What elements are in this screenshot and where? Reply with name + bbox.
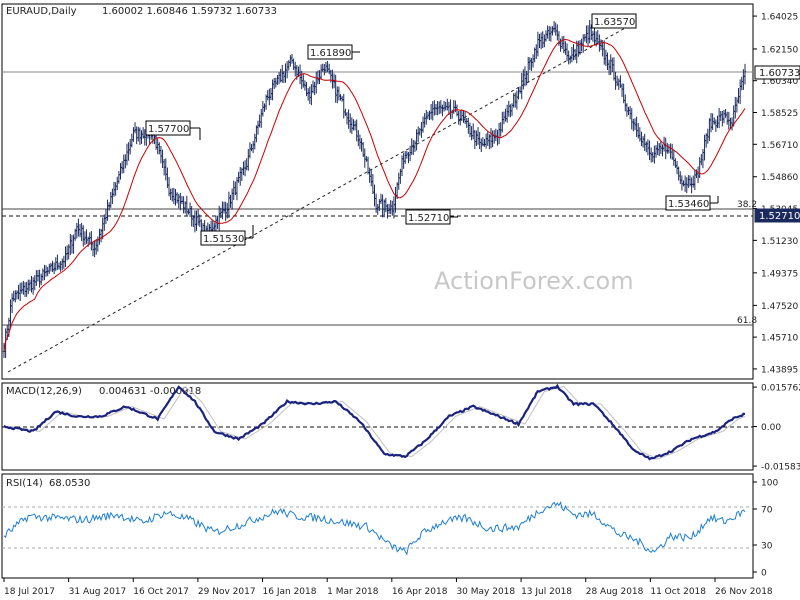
- annotation-1-52710: 1.52710: [405, 209, 458, 225]
- x-tick-label: 16 Oct 2017: [133, 587, 189, 597]
- annotation-label: 1.51530: [203, 234, 244, 245]
- x-tick-label: 16 Apr 2018: [392, 587, 448, 597]
- annotation-1-63570: 1.63570: [591, 13, 637, 29]
- macd-axis: 0.015762 0.00 -0.015834: [753, 384, 800, 473]
- symbol-label: EURAUD,Daily: [6, 6, 77, 17]
- price-tick-label: 1.47520: [761, 302, 798, 312]
- x-tick-label: 31 Aug 2017: [69, 587, 127, 597]
- price-tick-label: 1.43895: [761, 365, 798, 375]
- price-tick-label: 1.49375: [761, 269, 798, 279]
- price-tick-label: 1.56710: [761, 141, 798, 151]
- x-tick-label: 1 Mar 2018: [327, 587, 379, 597]
- price-tick-label: 1.45710: [761, 334, 798, 344]
- x-tick-label: 30 May 2018: [456, 587, 515, 597]
- rsi-title: RSI(14): [6, 478, 43, 489]
- fib-61-label: 61.8: [737, 316, 757, 326]
- rsi-panel-frame: [1, 473, 754, 579]
- annotation-1-57700: 1.57700: [145, 120, 201, 140]
- x-tick-label: 11 Oct 2018: [650, 587, 706, 597]
- ohlc-values: 1.60002 1.60846 1.59732 1.60733: [102, 6, 277, 17]
- price-tick-label: 1.54860: [761, 173, 798, 183]
- x-axis: 18 Jul 2017 31 Aug 2017 16 Oct 2017 29 Nov …: [3, 578, 773, 597]
- rsi-line: [3, 501, 746, 556]
- macd-values: 0.004631 -0.000918: [99, 386, 201, 397]
- rsi-tick-label: 100: [761, 479, 778, 489]
- rsi-tick-label: 0: [761, 569, 767, 579]
- x-tick-label: 26 Nov 2018: [715, 587, 773, 597]
- moving-average-line: [3, 38, 746, 352]
- current-price-label: 1.60733: [759, 68, 800, 79]
- price-bar: [743, 63, 747, 85]
- price-tick-label: 1.51230: [761, 237, 798, 247]
- price-bars: [2, 19, 747, 359]
- annotation-1-51530: 1.51530: [200, 225, 254, 246]
- macd-line: [3, 383, 746, 461]
- macd-tick-label: -0.015834: [761, 463, 800, 473]
- support-price-tag: 1.52710: [754, 208, 800, 223]
- annotation-1-61890: 1.61890: [307, 44, 360, 60]
- rsi-tick-label: 70: [761, 506, 773, 516]
- x-tick-label: 18 Jul 2017: [4, 587, 55, 597]
- rsi-axis: 100 70 30 0: [753, 479, 778, 579]
- macd-tick-label: 0.015762: [761, 384, 800, 394]
- x-tick-label: 29 Nov 2017: [198, 587, 256, 597]
- annotation-label: 1.53460: [668, 199, 709, 210]
- x-tick-label: 13 Jul 2018: [521, 587, 572, 597]
- rsi-value: 68.0530: [49, 478, 90, 489]
- annotation-label: 1.57700: [148, 124, 189, 135]
- price-tick-label: 1.62150: [761, 45, 798, 55]
- price-tick-label: 1.64025: [761, 13, 798, 23]
- annotation-1-53460: 1.53460: [665, 195, 719, 211]
- price-tick-label: 1.60340: [761, 77, 798, 87]
- fib-38-label: 38.2: [737, 200, 757, 210]
- price-tick-label: 1.58525: [761, 109, 798, 119]
- watermark: ActionForex.com: [434, 267, 634, 295]
- annotation-label: 1.61890: [310, 48, 351, 59]
- support-price-label: 1.52710: [759, 211, 800, 222]
- price-panel-frame: [1, 3, 754, 380]
- macd-tick-label: 0.00: [761, 423, 781, 433]
- rsi-tick-label: 30: [761, 542, 773, 552]
- annotation-label: 1.52710: [408, 213, 449, 224]
- x-tick-label: 16 Jan 2018: [263, 587, 317, 597]
- current-price-tag: 1.60733: [754, 65, 800, 80]
- annotation-label: 1.63570: [594, 17, 635, 28]
- macd-title: MACD(12,26,9): [6, 386, 82, 397]
- x-tick-label: 28 Aug 2018: [586, 587, 644, 597]
